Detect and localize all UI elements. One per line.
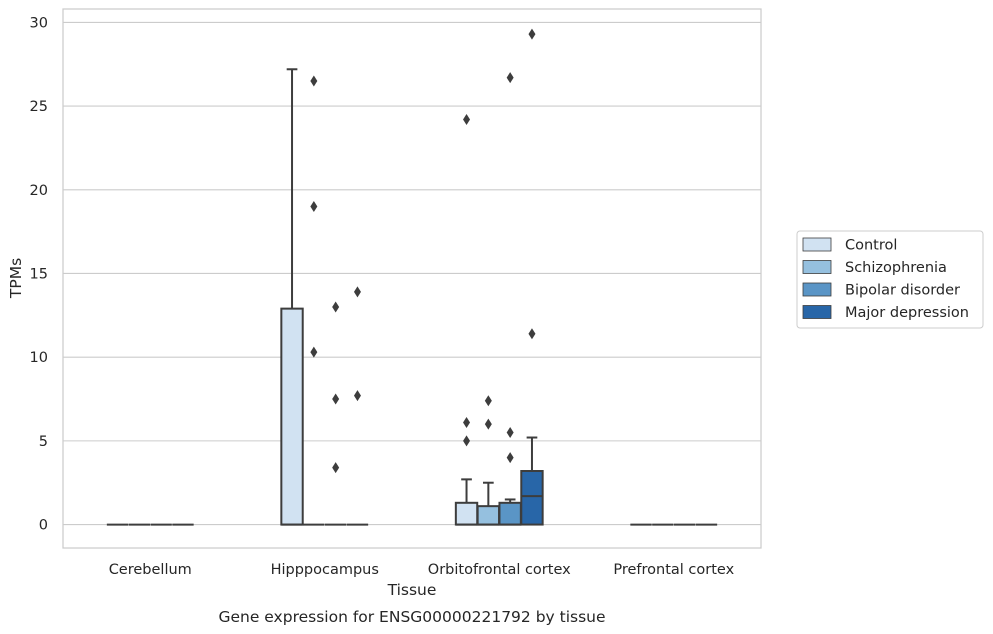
y-tick-label: 5 — [39, 434, 48, 450]
x-tick-labels: Cerebellum Hipppocampus Orbitofrontal cort… — [109, 562, 735, 578]
y-axis-title: TPMs — [7, 258, 25, 299]
x-tick-label: Prefrontal cortex — [613, 562, 734, 578]
box-hipppocampus-bipolar-disorder — [324, 301, 347, 526]
legend-swatch — [802, 260, 832, 274]
outlier-point — [463, 435, 471, 447]
outlier-point — [332, 393, 340, 405]
outlier-point — [463, 416, 471, 428]
legend: Control Schizophrenia Bipolar disorder Majo… — [796, 230, 984, 329]
legend-frame — [796, 230, 984, 329]
outlier-point — [506, 72, 514, 84]
outlier-point — [528, 28, 536, 40]
x-axis-title: Tissue — [387, 581, 437, 599]
box-orbitofrontal-cortex-bipolar-disorder — [498, 72, 522, 526]
box-hipppocampus-control — [280, 68, 304, 526]
outlier-point — [353, 390, 361, 402]
x-tick-label: Cerebellum — [109, 562, 192, 578]
y-tick-label: 30 — [30, 15, 48, 31]
plot-area — [62, 8, 762, 549]
outlier-point — [310, 201, 318, 213]
legend-label: Schizophrenia — [845, 260, 947, 276]
y-tick-labels: 0 5 10 15 20 25 30 — [30, 15, 48, 533]
outlier-point — [310, 75, 318, 87]
x-tick-label: Orbitofrontal cortex — [428, 562, 571, 578]
outlier-point — [353, 286, 361, 298]
legend-label: Control — [845, 238, 897, 254]
box-body — [520, 470, 544, 526]
legend-label: Bipolar disorder — [845, 283, 960, 299]
y-tick-label: 15 — [30, 266, 48, 282]
box-body — [454, 501, 479, 526]
box-orbitofrontal-cortex-control — [454, 113, 479, 526]
box-series — [106, 28, 718, 526]
chart-caption: Gene expression for ENSG00000221792 by t… — [218, 608, 605, 626]
outlier-point — [332, 462, 340, 474]
box-orbitofrontal-cortex-major-depression — [520, 28, 544, 526]
y-tick-label: 0 — [39, 518, 48, 534]
outlier-point — [463, 113, 471, 125]
gridlines — [63, 21, 761, 526]
outlier-point — [332, 301, 340, 313]
box-orbitofrontal-cortex-schizophrenia — [476, 395, 501, 526]
y-tick-label: 25 — [30, 99, 48, 115]
legend-swatch — [802, 305, 832, 319]
box-hipppocampus-schizophrenia — [303, 75, 325, 526]
outlier-point — [506, 452, 514, 464]
box-hipppocampus-major-depression — [346, 286, 369, 526]
outlier-point — [484, 418, 492, 430]
outlier-point — [310, 346, 318, 358]
outlier-point — [528, 328, 536, 340]
y-tick-label: 10 — [30, 350, 48, 366]
legend-swatch — [802, 237, 832, 252]
y-tick-label: 20 — [30, 183, 48, 199]
box-body — [498, 501, 522, 526]
legend-swatch — [802, 282, 832, 297]
outlier-point — [484, 395, 492, 407]
legend-label: Major depression — [845, 305, 969, 321]
x-tick-label: Hipppocampus — [271, 562, 379, 578]
box-body — [280, 307, 304, 526]
box-body — [476, 505, 501, 526]
outlier-point — [506, 427, 514, 438]
